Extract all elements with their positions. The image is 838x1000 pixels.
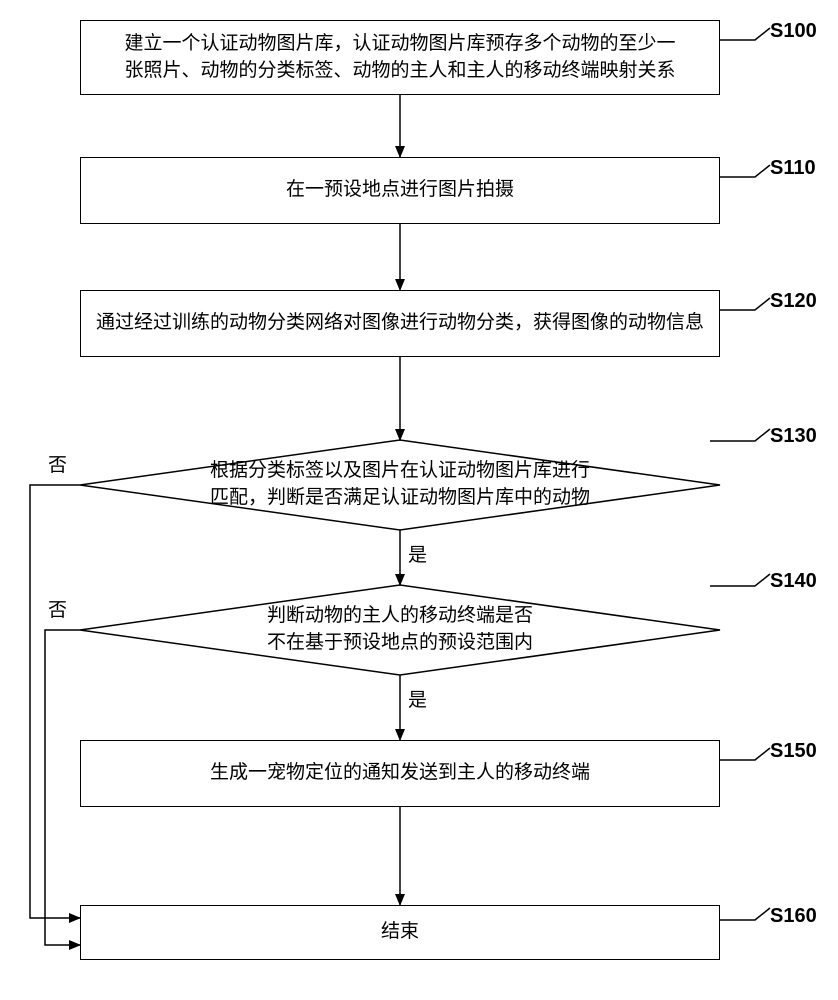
flow-edge-11	[710, 429, 770, 441]
flow-edge-12	[710, 574, 770, 586]
step-label-s150: S150	[770, 740, 817, 763]
flow-node-s100: 建立一个认证动物图片库，认证动物图片库预存多个动物的至少一 张照片、动物的分类标…	[80, 20, 720, 95]
flow-node-s140-text: 判断动物的主人的移动终端是否 不在基于预设地点的预设范围内	[202, 585, 599, 675]
flow-edge-7	[45, 630, 80, 945]
edge-label-yes1: 是	[408, 540, 427, 567]
flow-edge-6	[30, 485, 80, 918]
flow-edge-13	[720, 748, 770, 760]
flow-edge-14	[720, 908, 770, 920]
flow-edge-8	[720, 28, 770, 40]
flow-edge-9	[720, 165, 770, 177]
edge-label-yes2: 是	[408, 685, 427, 712]
flow-node-s130-text: 根据分类标签以及图片在认证动物图片库进行 匹配，判断是否满足认证动物图片库中的动…	[202, 440, 599, 530]
step-label-s110: S110	[770, 157, 816, 180]
flow-node-s160: 结束	[80, 905, 720, 960]
flow-node-s110: 在一预设地点进行图片拍摄	[80, 157, 720, 224]
flow-node-s120: 通过经过训练的动物分类网络对图像进行动物分类，获得图像的动物信息	[80, 290, 720, 357]
step-label-s100: S100	[770, 20, 817, 43]
step-label-s140: S140	[770, 570, 817, 593]
flow-edge-10	[720, 298, 770, 310]
step-label-s120: S120	[770, 290, 817, 313]
step-label-s130: S130	[770, 425, 817, 448]
step-label-s160: S160	[770, 905, 817, 928]
flow-node-s150: 生成一宠物定位的通知发送到主人的移动终端	[80, 740, 720, 807]
edge-label-no1: 否	[48, 450, 67, 477]
edge-label-no2: 否	[48, 595, 67, 622]
